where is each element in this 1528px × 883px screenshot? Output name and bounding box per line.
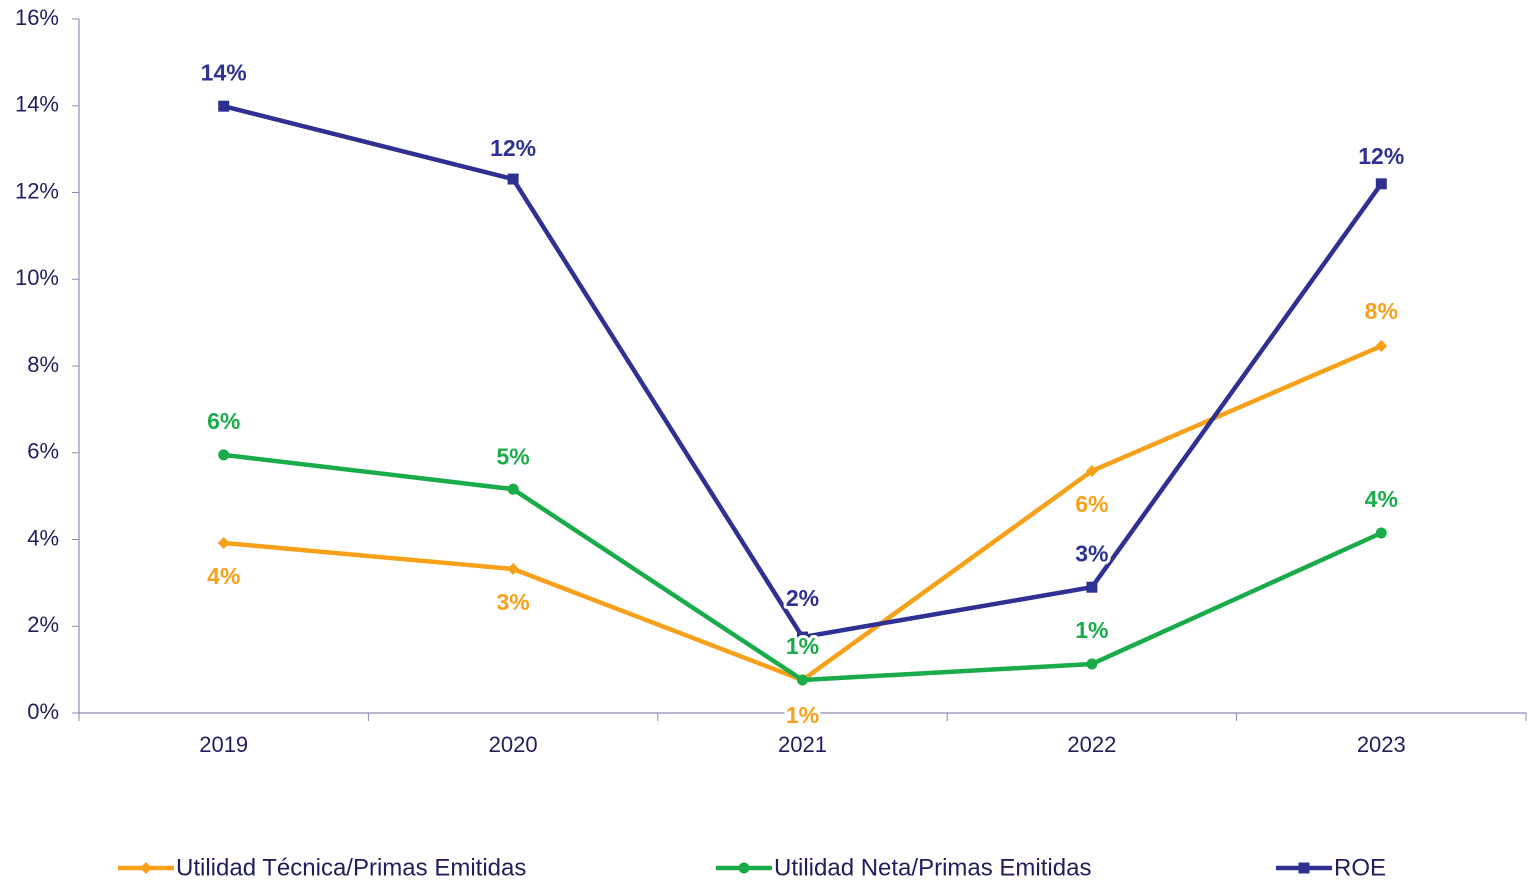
x-tick-label: 2021 [778, 732, 827, 757]
y-tick-label: 14% [15, 92, 59, 117]
y-tick-label: 0% [27, 699, 59, 724]
x-tick-label: 2019 [199, 732, 248, 757]
value-label: 1% [1075, 617, 1108, 643]
point [1375, 340, 1388, 353]
y-tick-label: 16% [15, 5, 59, 30]
y-tick-label: 2% [27, 612, 59, 637]
legend-label: Utilidad Neta/Primas Emitidas [774, 854, 1091, 881]
x-tick-label: 2020 [489, 732, 538, 757]
x-tick-label: 2023 [1357, 732, 1406, 757]
x-tick-label: 2022 [1067, 732, 1116, 757]
point [1086, 581, 1098, 593]
value-label: 14% [201, 59, 247, 85]
point [1375, 527, 1387, 539]
legend-marker [738, 862, 750, 874]
legend-label: Utilidad Técnica/Primas Emitidas [176, 854, 526, 881]
value-label: 8% [1365, 298, 1398, 324]
y-tick-label: 12% [15, 178, 59, 203]
point [507, 173, 519, 185]
legend-marker [140, 862, 152, 874]
value-label: 2% [786, 585, 819, 611]
point [1086, 658, 1098, 670]
value-label: 4% [207, 563, 240, 589]
y-tick-label: 8% [27, 352, 59, 377]
point [1375, 178, 1387, 190]
value-label: 12% [1358, 143, 1404, 169]
point [507, 483, 519, 495]
value-label: 12% [490, 135, 536, 161]
value-label: 1% [786, 702, 819, 728]
point [218, 100, 230, 112]
y-tick-label: 10% [15, 265, 59, 290]
point [218, 449, 230, 461]
point [797, 631, 808, 643]
point [797, 674, 808, 686]
legend-marker [1298, 862, 1310, 874]
value-label: 6% [207, 408, 240, 434]
point [217, 536, 230, 549]
value-label: 3% [1075, 540, 1108, 566]
y-tick-label: 4% [27, 525, 59, 550]
value-label: 1% [786, 633, 819, 659]
point [507, 562, 520, 575]
series-line [223, 343, 1383, 683]
value-label: 4% [1365, 486, 1398, 512]
value-label: 5% [496, 443, 529, 469]
value-label: 3% [496, 589, 529, 615]
value-label: 6% [1075, 491, 1108, 517]
y-tick-label: 6% [27, 439, 59, 464]
point [1085, 464, 1098, 477]
legend-label: ROE [1334, 854, 1386, 881]
